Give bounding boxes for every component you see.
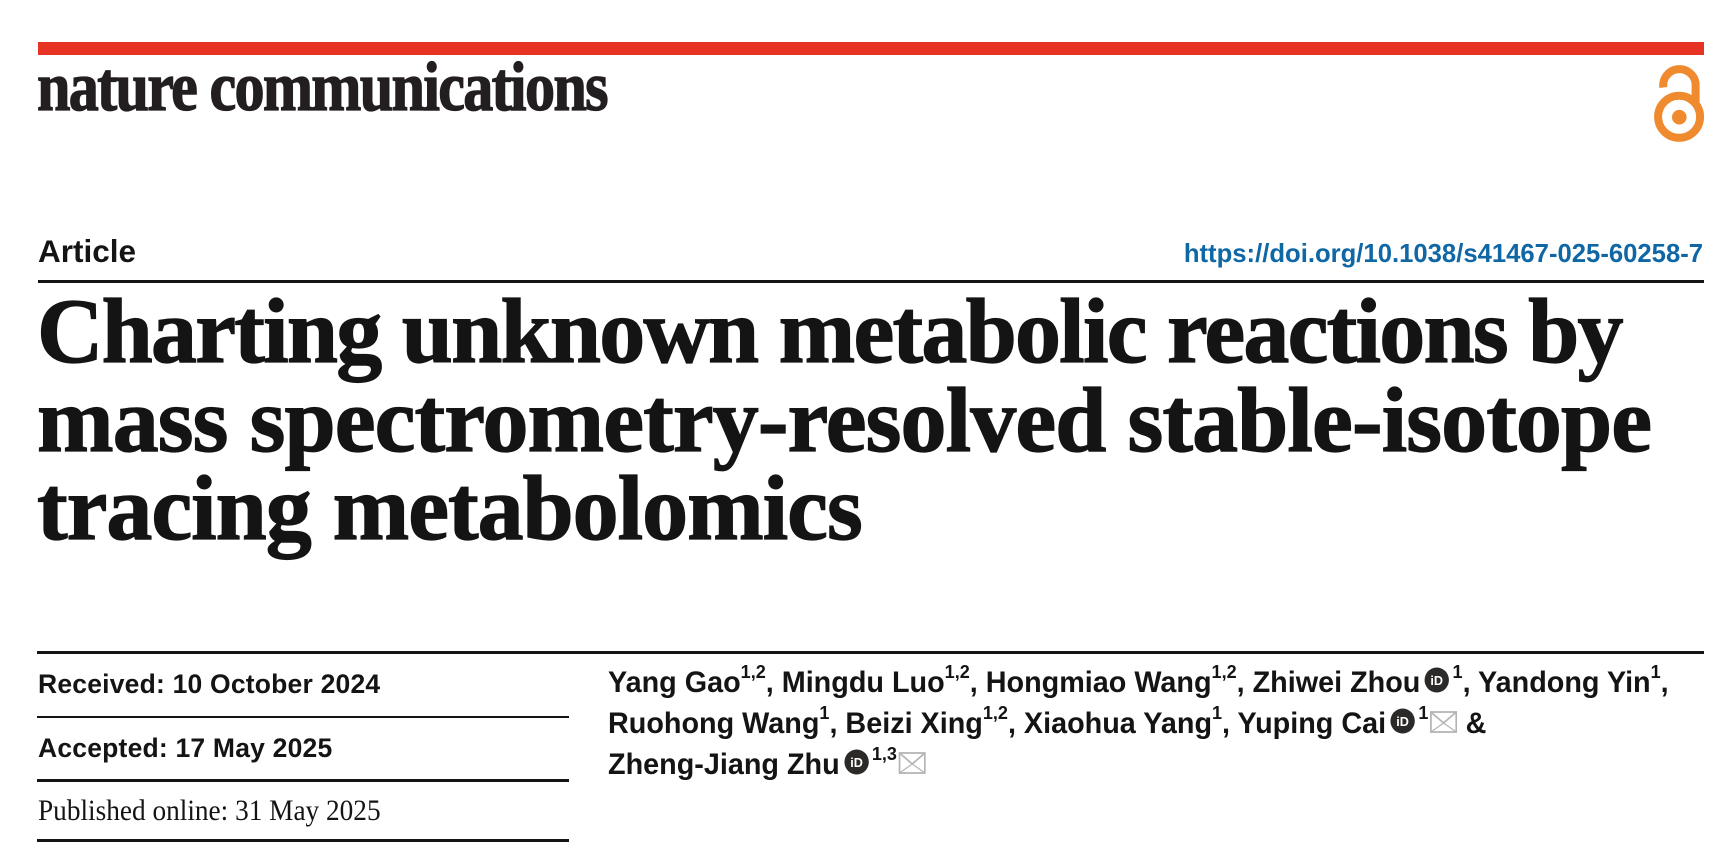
svg-text:iD: iD [850,754,863,769]
svg-text:iD: iD [1396,714,1409,729]
svg-text:iD: iD [1431,673,1444,688]
